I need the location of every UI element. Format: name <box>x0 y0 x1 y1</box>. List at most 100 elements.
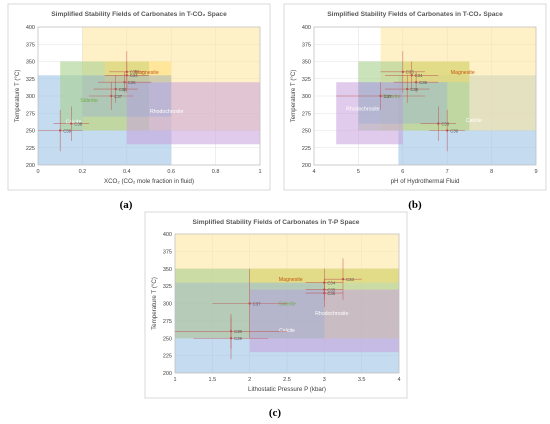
y-tick-label: 375 <box>26 42 35 48</box>
region-label: Siderite <box>383 94 401 100</box>
point-label: C39 <box>63 128 71 133</box>
point-label: C34 <box>415 73 423 78</box>
region-label: Calcite <box>66 120 82 126</box>
data-point-c33: C33 <box>380 51 425 93</box>
x-tick-label: 0.4 <box>123 169 131 175</box>
y-tick-label: 300 <box>302 94 311 100</box>
x-tick-label: 0.8 <box>212 169 220 175</box>
point-marker <box>341 277 345 281</box>
y-tick-label: 275 <box>302 111 311 117</box>
data-point-c37: C37 <box>212 268 287 339</box>
x-tick-label: 0.2 <box>79 169 87 175</box>
x-tick-label: 1 <box>173 377 176 383</box>
y-tick-label: 200 <box>302 163 311 169</box>
y-tick-label: 275 <box>26 111 35 117</box>
x-tick-label: 4 <box>312 169 315 175</box>
data-point-c38: C38 <box>53 106 90 141</box>
data-point-c37: C37 <box>89 82 134 110</box>
region-label: Magnesite <box>279 277 303 283</box>
x-tick-label: 0.6 <box>167 169 175 175</box>
point-marker <box>406 87 409 91</box>
x-tick-label: 4 <box>397 377 400 383</box>
region-label: Siderite <box>80 98 98 104</box>
x-tick-label: 3.5 <box>358 377 366 383</box>
x-tick-label: 0 <box>36 169 39 175</box>
data-point-c34: C34 <box>385 61 439 90</box>
point-marker <box>125 74 128 77</box>
y-axis-label: Temperature T (°C) <box>14 70 21 123</box>
region-label: Rhodochrosite <box>346 106 380 112</box>
point-label: C37 <box>384 94 392 99</box>
y-tick-label: 250 <box>163 336 172 342</box>
point-label: C36 <box>327 291 335 296</box>
x-axis-label: pH of Hydrothermal Fluid <box>391 178 460 185</box>
point-marker <box>414 81 418 84</box>
point-label: C33 <box>346 277 354 282</box>
plot-area <box>174 233 400 374</box>
chart-title: Simplified Stability Fields of Carbonate… <box>51 11 227 18</box>
chart-title: Simplified Stability Fields of Carbonate… <box>327 11 503 18</box>
data-point-c36: C36 <box>385 75 430 103</box>
data-point-c39: C39 <box>429 109 465 152</box>
y-tick-label: 350 <box>26 60 35 66</box>
data-point-c36: C36 <box>93 75 138 103</box>
x-tick-label: 1.5 <box>209 377 217 383</box>
y-tick-label: 275 <box>163 319 172 325</box>
x-axis-label: XCO₂ (CO₂ mole fraction in fluid) <box>104 178 194 185</box>
x-tick-label: 7 <box>446 169 449 175</box>
y-tick-label: 200 <box>26 163 35 169</box>
y-tick-label: 325 <box>302 77 311 83</box>
y-tick-label: 250 <box>302 129 311 135</box>
panel-letter: (b) <box>408 199 422 211</box>
point-label: C37 <box>253 301 261 306</box>
region-label: Magnesite <box>135 70 159 76</box>
y-tick-label: 325 <box>26 77 35 83</box>
point-marker <box>401 70 404 74</box>
region-rhodochrosite <box>336 82 403 145</box>
point-label: C38 <box>441 121 449 126</box>
panel-letter: (c) <box>269 407 282 419</box>
data-point-c36: C36 <box>305 279 343 307</box>
panel-letter: (a) <box>120 199 133 211</box>
point-marker <box>123 81 126 84</box>
point-label: C37 <box>114 94 122 99</box>
y-tick-label: 400 <box>163 232 172 238</box>
region-label: Rhodochrosite <box>150 109 184 115</box>
y-tick-label: 350 <box>302 60 311 66</box>
data-point-c34: C34 <box>104 61 149 90</box>
y-axis-label: Temperature T (°C) <box>151 277 158 330</box>
y-tick-label: 375 <box>163 249 172 255</box>
region-magnesite <box>402 61 470 83</box>
y-tick-label: 225 <box>163 354 172 360</box>
plot-area <box>313 26 537 166</box>
point-marker <box>229 337 233 340</box>
x-tick-label: 2 <box>248 377 251 383</box>
point-label: C39 <box>450 128 458 133</box>
point-label: C36 <box>119 87 127 92</box>
chart-title: Simplified Stability Fields of Carbonate… <box>193 219 360 226</box>
point-marker <box>248 302 251 305</box>
y-tick-label: 300 <box>26 94 35 100</box>
data-point-c39: C39 <box>193 317 269 360</box>
x-tick-label: 5 <box>357 169 360 175</box>
point-label: C34 <box>327 280 335 285</box>
data-point-c39: C39 <box>38 109 83 152</box>
x-tick-label: 1 <box>258 169 261 175</box>
region-label: Rhodochrosite <box>315 311 349 317</box>
point-marker <box>410 74 413 77</box>
point-label: C33 <box>130 70 138 75</box>
y-tick-label: 250 <box>26 129 35 135</box>
point-label: C35 <box>419 80 427 85</box>
y-tick-label: 225 <box>302 146 311 152</box>
plot-area <box>37 26 261 166</box>
data-point-c37: C37 <box>336 82 425 110</box>
point-label: C35 <box>327 287 335 292</box>
point-marker <box>59 129 62 132</box>
point-marker <box>114 87 117 91</box>
chart-panel-3: Simplified Stability Fields of Carbonate… <box>144 211 408 419</box>
data-point-c38: C38 <box>420 106 457 141</box>
point-label: C34 <box>130 73 138 78</box>
x-axis-label: Lithostatic Pressure P (kbar) <box>248 386 326 393</box>
point-marker <box>446 129 449 132</box>
